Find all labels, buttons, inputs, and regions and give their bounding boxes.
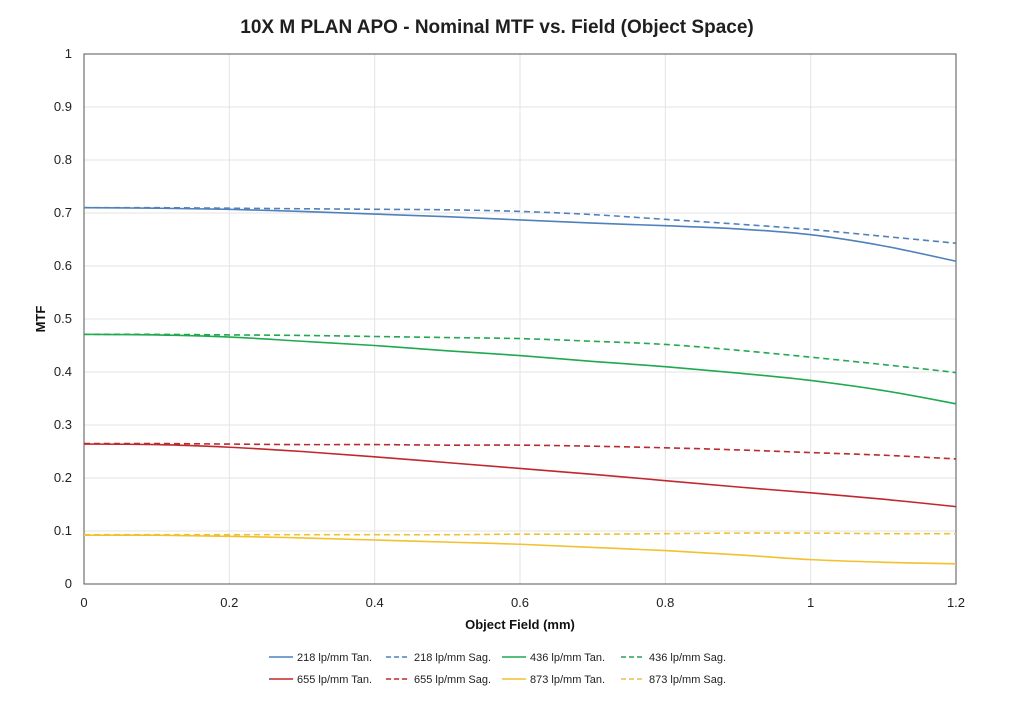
legend-label-655-lp-mm-sag: 655 lp/mm Sag. <box>414 674 491 686</box>
legend: 218 lp/mm Tan. 218 lp/mm Sag. 436 lp/mm Ta… <box>269 652 726 686</box>
x-tick-label: 0.2 <box>220 595 238 610</box>
y-axis-ticks: 0 0.1 0.2 0.3 0.4 0.5 0.6 0.7 0.8 0.9 1 <box>54 46 72 591</box>
grid <box>83 53 957 585</box>
legend-label-436-lp-mm-tan: 436 lp/mm Tan. <box>530 652 605 664</box>
y-tick-label: 0.7 <box>54 205 72 220</box>
y-tick-label: 0.6 <box>54 258 72 273</box>
y-tick-label: 1 <box>65 46 72 61</box>
x-tick-label: 1 <box>807 595 814 610</box>
plot-area-border <box>83 53 957 585</box>
series-line-218-lp-mm-tan <box>83 206 957 263</box>
series-line-436-lp-mm-tan <box>83 333 957 405</box>
y-tick-label: 0.8 <box>54 152 72 167</box>
legend-label-655-lp-mm-tan: 655 lp/mm Tan. <box>297 674 372 686</box>
y-tick-label: 0.3 <box>54 417 72 432</box>
series-line-436-lp-mm-sag <box>83 333 957 374</box>
legend-label-873-lp-mm-tan: 873 lp/mm Tan. <box>530 674 605 686</box>
legend-label-873-lp-mm-sag: 873 lp/mm Sag. <box>649 674 726 686</box>
y-axis-label: MTF <box>33 306 48 333</box>
legend-label-218-lp-mm-sag: 218 lp/mm Sag. <box>414 652 491 664</box>
series-lines <box>83 206 957 565</box>
series-line-873-lp-mm-tan <box>83 534 957 565</box>
series-line-655-lp-mm-sag <box>83 442 957 460</box>
y-tick-label: 0 <box>65 576 72 591</box>
legend-label-436-lp-mm-sag: 436 lp/mm Sag. <box>649 652 726 664</box>
x-axis-ticks: 0 0.2 0.4 0.6 0.8 1 1.2 <box>80 595 965 610</box>
chart-title: 10X M PLAN APO - Nominal MTF vs. Field (… <box>240 17 753 38</box>
x-axis-label: Object Field (mm) <box>465 617 575 632</box>
y-tick-label: 0.2 <box>54 470 72 485</box>
y-tick-label: 0.1 <box>54 523 72 538</box>
x-tick-label: 0.6 <box>511 595 529 610</box>
y-tick-label: 0.5 <box>54 311 72 326</box>
y-tick-label: 0.4 <box>54 364 72 379</box>
series-line-655-lp-mm-tan <box>83 443 957 508</box>
x-tick-label: 0.4 <box>366 595 384 610</box>
series-line-218-lp-mm-sag <box>83 206 957 245</box>
y-tick-label: 0.9 <box>54 99 72 114</box>
x-tick-label: 0 <box>80 595 87 610</box>
x-tick-label: 1.2 <box>947 595 965 610</box>
legend-label-218-lp-mm-tan: 218 lp/mm Tan. <box>297 652 372 664</box>
series-line-873-lp-mm-sag <box>84 532 957 536</box>
x-tick-label: 0.8 <box>656 595 674 610</box>
